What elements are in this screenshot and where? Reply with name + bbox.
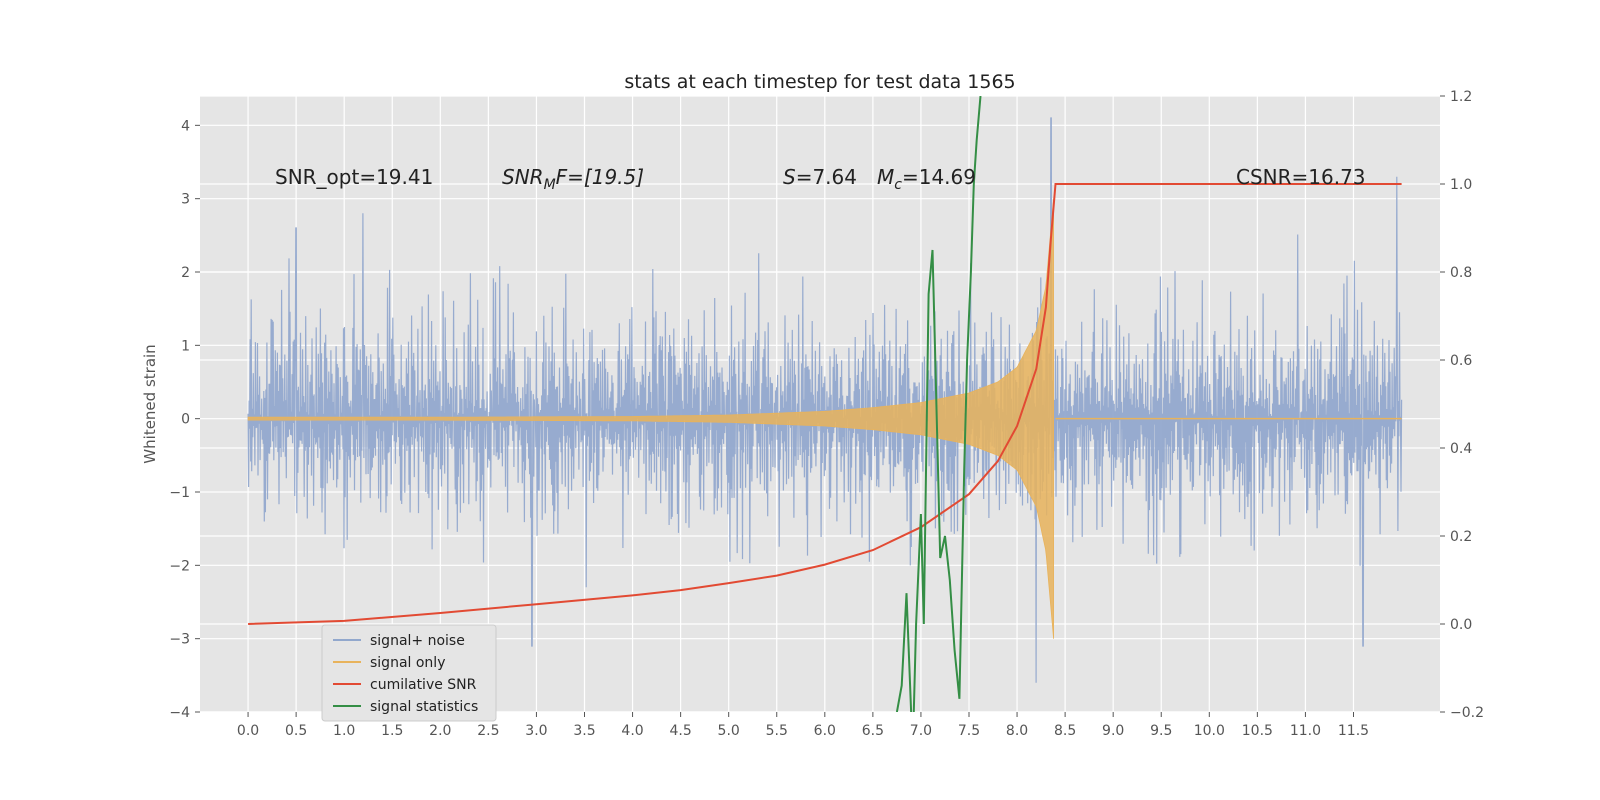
y-tick-label: 1 bbox=[181, 338, 190, 354]
y2-tick-label: 0.6 bbox=[1450, 353, 1472, 369]
annotation-snr-mf: SNRMF=[19.5] bbox=[502, 165, 644, 193]
annotation-snr-mf-value: F=[19.5] bbox=[556, 165, 644, 189]
legend-label-signal-only: signal only bbox=[370, 655, 445, 671]
x-tick-label: 10.0 bbox=[1194, 723, 1225, 739]
y2-tick-label: 0.8 bbox=[1450, 265, 1472, 281]
x-tick-label: 11.5 bbox=[1338, 723, 1369, 739]
y-tick-label: −1 bbox=[169, 485, 190, 501]
y-tick-label: 2 bbox=[181, 265, 190, 281]
x-tick-label: 8.5 bbox=[1054, 723, 1076, 739]
x-tick-label: 3.0 bbox=[525, 723, 547, 739]
legend-label-signal-statistics: signal statistics bbox=[370, 699, 478, 715]
series-cumulative-snr bbox=[248, 183, 1402, 625]
annotation-s-symbol: S bbox=[783, 165, 796, 189]
x-tick-label: 0.5 bbox=[285, 723, 307, 739]
y-tick-label: 4 bbox=[181, 118, 190, 134]
x-tick-label: 10.5 bbox=[1242, 723, 1273, 739]
y-tick-label: 3 bbox=[181, 192, 190, 208]
y2-tick-label: 0.0 bbox=[1450, 617, 1472, 633]
x-tick-label: 3.5 bbox=[573, 723, 595, 739]
y2-tick-label: −0.2 bbox=[1450, 705, 1484, 721]
x-tick-label: 7.0 bbox=[910, 723, 932, 739]
x-tick-label: 4.0 bbox=[621, 723, 643, 739]
annotation-mc-symbol: M bbox=[877, 165, 894, 189]
y2-tick-label: 0.4 bbox=[1450, 441, 1472, 457]
y2-tick-label: 0.2 bbox=[1450, 529, 1472, 545]
annotations: SNR_opt=19.41 SNRMF=[19.5] S=7.64 Mc=14.… bbox=[275, 165, 1366, 193]
x-tick-label: 8.0 bbox=[1006, 723, 1028, 739]
x-tick-label: 7.5 bbox=[958, 723, 980, 739]
y-tick-label: −3 bbox=[169, 632, 190, 648]
series-signal-statistics bbox=[895, 96, 982, 712]
annotation-snr-mf-symbol: SNR bbox=[502, 165, 544, 189]
annotation-mc-subscript: c bbox=[894, 177, 902, 193]
x-tick-label: 4.5 bbox=[669, 723, 691, 739]
x-tick-label: 5.5 bbox=[766, 723, 788, 739]
x-tick-label: 0.0 bbox=[237, 723, 259, 739]
plot-content bbox=[247, 96, 1403, 712]
x-tick-label: 2.0 bbox=[429, 723, 451, 739]
legend-box bbox=[321, 624, 497, 722]
legend-label-cumulative-snr: cumilative SNR bbox=[370, 677, 477, 693]
legend-entry-signal-only: signal only bbox=[333, 655, 445, 671]
x-tick-label: 11.0 bbox=[1290, 723, 1321, 739]
annotation-csnr: CSNR=16.73 bbox=[1236, 165, 1366, 189]
x-tick-label: 9.5 bbox=[1150, 723, 1172, 739]
annotation-snr-opt: SNR_opt=19.41 bbox=[275, 165, 433, 189]
series-signal-noise bbox=[247, 117, 1403, 683]
axes: 0.0 0.5 1.0 1.5 2.0 2.5 3.0 3.5 4.0 4.5 5.0 5.5 6.0 6… bbox=[169, 89, 1484, 739]
legend-entry-signal-noise: signal+ noise bbox=[333, 633, 465, 649]
annotation-s: S=7.64 bbox=[783, 165, 857, 189]
x-tick-label: 5.0 bbox=[718, 723, 740, 739]
legend: signal+ noise signal only cumilative SNR… bbox=[321, 624, 497, 722]
y-tick-label: −2 bbox=[169, 558, 190, 574]
annotation-s-value: =7.64 bbox=[796, 165, 857, 189]
y-axis-label: Whitened strain bbox=[141, 344, 159, 463]
x-tick-label: 1.5 bbox=[381, 723, 403, 739]
annotation-mc-value: =14.69 bbox=[902, 165, 976, 189]
annotation-mc: Mc=14.69 bbox=[877, 165, 976, 193]
x-tick-label: 9.0 bbox=[1102, 723, 1124, 739]
annotation-snr-mf-subscript: M bbox=[544, 177, 556, 193]
y-tick-label: 0 bbox=[181, 412, 190, 428]
legend-entry-cumulative-snr: cumilative SNR bbox=[333, 677, 477, 693]
x-tick-label: 1.0 bbox=[333, 723, 355, 739]
legend-label-signal-noise: signal+ noise bbox=[370, 633, 465, 649]
x-tick-label: 6.0 bbox=[814, 723, 836, 739]
y2-tick-label: 1.0 bbox=[1450, 177, 1472, 193]
y2-tick-label: 1.2 bbox=[1450, 89, 1472, 105]
chart-title: stats at each timestep for test data 156… bbox=[624, 71, 1015, 93]
x-tick-label: 2.5 bbox=[477, 723, 499, 739]
legend-entry-signal-statistics: signal statistics bbox=[333, 699, 478, 715]
x-tick-label: 6.5 bbox=[862, 723, 884, 739]
y-tick-label: −4 bbox=[169, 705, 190, 721]
series-signal-only bbox=[247, 198, 1054, 639]
